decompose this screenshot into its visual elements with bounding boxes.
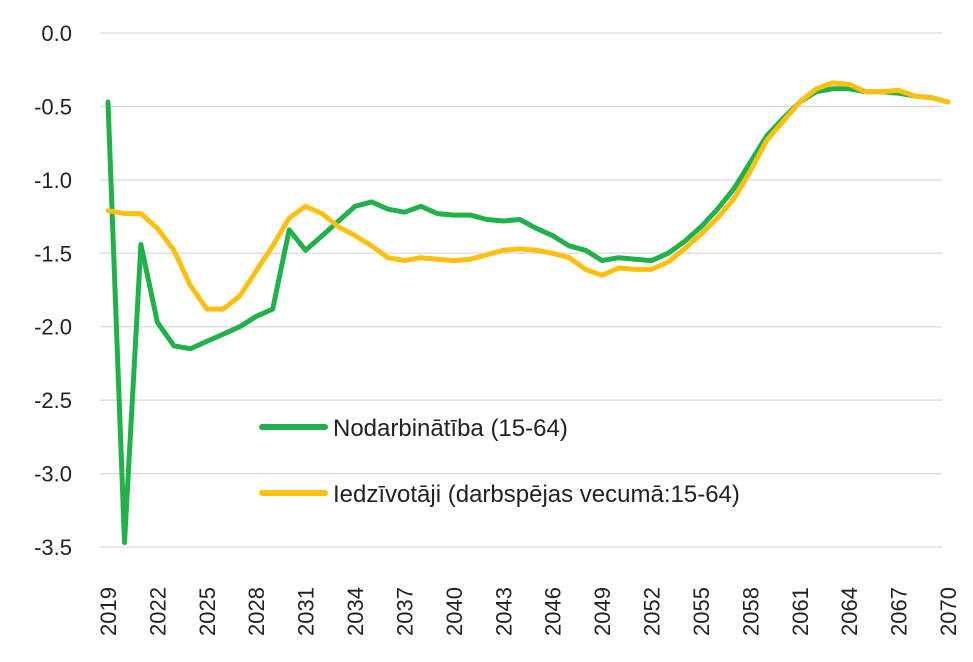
series-line-population: [105, 80, 951, 312]
legend-label-employment: Nodarbinātība (15-64): [333, 415, 568, 442]
x-tick-label: 2058: [738, 587, 763, 636]
y-tick-label: -3.0: [34, 462, 72, 487]
legend: Nodarbinātība (15-64) Iedzīvotāji (darbs…: [259, 415, 740, 508]
x-tick-label: 2031: [294, 587, 319, 636]
y-tick-label: 0.0: [41, 21, 72, 46]
x-tick-label: 2040: [442, 587, 467, 636]
y-axis-tick-labels: 0.0 -0.5 -1.0 -1.5 -2.0 -2.5 -3.0 -3.5: [34, 21, 72, 560]
y-tick-label: -2.5: [34, 388, 72, 413]
x-tick-label: 2070: [936, 587, 961, 636]
x-tick-label: 2055: [689, 587, 714, 636]
x-tick-label: 2019: [96, 587, 121, 636]
x-tick-label: 2022: [145, 587, 170, 636]
x-tick-label: 2067: [887, 587, 912, 636]
x-tick-label: 2052: [640, 587, 665, 636]
x-tick-label: 2049: [590, 587, 615, 636]
x-tick-label: 2028: [244, 587, 269, 636]
y-tick-label: -3.5: [34, 535, 72, 560]
series-lines: [105, 80, 951, 546]
x-tick-label: 2061: [788, 587, 813, 636]
x-tick-label: 2037: [392, 587, 417, 636]
y-tick-label: -1.5: [34, 241, 72, 266]
x-tick-label: 2034: [343, 587, 368, 636]
x-tick-label: 2043: [491, 587, 516, 636]
x-tick-label: 2025: [195, 587, 220, 636]
series-line-employment: [105, 86, 951, 546]
y-tick-label: -2.0: [34, 315, 72, 340]
x-axis-tick-labels: 2019 2022 2025 2028 2031 2034 2037 2040 2043 2046…: [96, 587, 961, 636]
gridlines: [100, 32, 942, 548]
y-tick-label: -0.5: [34, 94, 72, 119]
legend-label-population: Iedzīvotāji (darbspējas vecumā:15-64): [333, 481, 740, 508]
x-tick-label: 2064: [837, 587, 862, 636]
x-tick-label: 2046: [541, 587, 566, 636]
y-tick-label: -1.0: [34, 168, 72, 193]
